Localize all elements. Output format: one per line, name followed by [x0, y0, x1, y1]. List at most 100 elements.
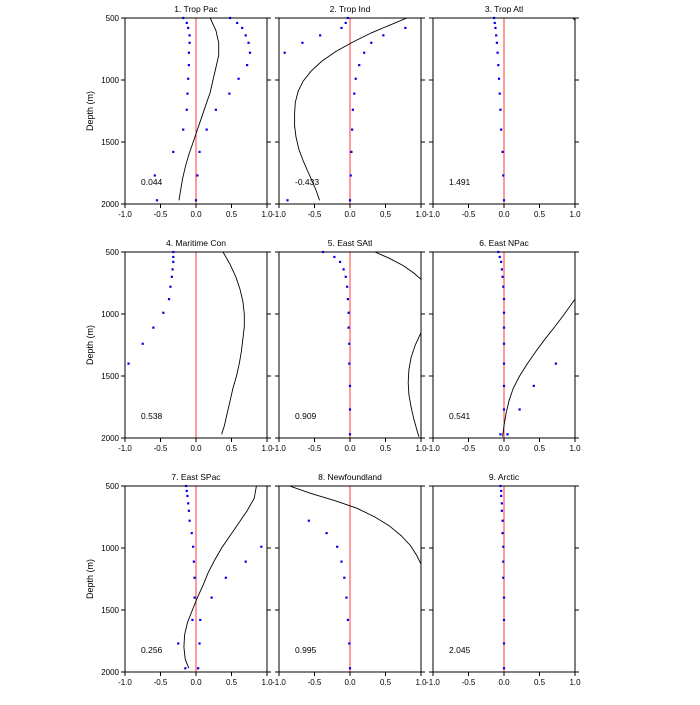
data-point: [502, 545, 505, 548]
x-tick-label: 0.0: [190, 444, 202, 453]
data-point: [501, 532, 504, 535]
data-point: [153, 174, 156, 177]
data-point: [214, 108, 217, 111]
data-point: [502, 667, 506, 670]
data-point: [348, 667, 352, 670]
panel-annotation: 2.045: [449, 645, 471, 655]
data-point: [193, 596, 196, 599]
data-point: [500, 128, 503, 131]
data-point: [228, 92, 231, 95]
x-tick-label: -1.0: [272, 210, 286, 219]
x-tick-label: 0.5: [534, 210, 546, 219]
data-point: [188, 41, 191, 44]
data-point: [351, 128, 354, 131]
data-point: [338, 260, 342, 264]
data-point: [502, 311, 506, 314]
data-point: [501, 150, 504, 154]
y-tick-label: 2000: [101, 434, 119, 443]
data-point: [358, 64, 361, 67]
data-point: [325, 532, 328, 535]
data-point: [495, 41, 498, 44]
data-point: [346, 285, 349, 288]
profile-curve: [407, 332, 421, 437]
data-point: [506, 433, 509, 436]
data-point: [499, 433, 502, 436]
x-tick-label: 0.5: [226, 210, 238, 219]
data-point: [127, 362, 130, 365]
data-point: [500, 260, 503, 264]
x-tick-label: -1.0: [118, 678, 132, 687]
data-point: [141, 342, 144, 345]
panel-title: 7. East SPac: [171, 472, 221, 482]
x-tick-label: -0.5: [154, 678, 168, 687]
x-tick-label: 1.0: [415, 678, 427, 687]
data-point: [502, 342, 506, 345]
data-point: [198, 642, 201, 645]
data-point: [495, 34, 498, 37]
data-point: [162, 311, 165, 314]
data-point: [244, 560, 247, 563]
data-point: [210, 596, 213, 599]
data-point: [187, 77, 190, 80]
data-point: [382, 34, 385, 37]
data-point: [192, 560, 195, 563]
data-point: [172, 255, 175, 259]
data-point: [350, 150, 353, 154]
data-point: [340, 560, 343, 563]
x-tick-label: -0.5: [308, 210, 322, 219]
data-point: [199, 618, 202, 622]
x-tick-label: 0.5: [380, 444, 392, 453]
data-point: [349, 174, 352, 177]
data-point: [192, 545, 195, 548]
x-tick-label: 0.5: [534, 678, 546, 687]
y-tick-label: 1000: [101, 310, 119, 319]
data-point: [502, 596, 506, 599]
data-point: [347, 326, 350, 329]
profile-curve: [178, 18, 220, 201]
data-point: [348, 384, 352, 388]
x-tick-label: -1.0: [272, 678, 286, 687]
data-point: [194, 199, 198, 202]
x-tick-label: 1.0: [569, 678, 581, 687]
data-point: [348, 362, 351, 365]
data-point: [343, 576, 346, 579]
data-point: [502, 384, 506, 388]
x-tick-label: 0.0: [498, 210, 510, 219]
data-point: [502, 285, 505, 288]
data-point: [502, 174, 505, 177]
data-point: [502, 298, 506, 301]
y-tick-label: 1500: [101, 372, 119, 381]
data-point: [196, 174, 199, 177]
panel-title: 2. Trop Ind: [330, 4, 371, 14]
data-point: [172, 260, 175, 264]
data-point: [205, 128, 208, 131]
data-point: [353, 92, 356, 95]
data-point: [554, 362, 557, 365]
data-point: [502, 642, 506, 645]
panel-6: -1.0 -0.5 0.0 0.5 1.0 6. East NPac 0.541: [426, 238, 581, 453]
panel-8: -1.0 -0.5 0.0 0.5 1.0 8. Newfoundland 0.995: [272, 472, 427, 687]
panel-annotation: 0.538: [141, 411, 163, 421]
data-point: [344, 275, 347, 278]
data-point: [348, 433, 352, 436]
profile-curve: [294, 18, 407, 201]
panel-title: 1. Trop Pac: [174, 4, 218, 14]
data-point: [286, 199, 289, 202]
x-tick-label: 0.0: [344, 444, 356, 453]
data-point: [354, 77, 357, 80]
x-tick-label: 0.5: [226, 678, 238, 687]
data-point: [344, 21, 347, 25]
data-point: [351, 108, 354, 111]
y-tick-label: 1000: [101, 544, 119, 553]
data-point: [346, 16, 349, 20]
data-point: [167, 298, 171, 301]
data-point: [184, 667, 187, 670]
profile-curve: [289, 486, 421, 565]
data-point: [494, 26, 497, 30]
data-point: [187, 502, 190, 505]
panel-5: -1.0 -0.5 0.0 0.5 1.0 5. East SAtl 0.909: [272, 238, 427, 453]
data-point: [224, 576, 227, 579]
data-point: [190, 532, 193, 535]
data-point: [193, 576, 196, 579]
data-point: [187, 509, 190, 512]
